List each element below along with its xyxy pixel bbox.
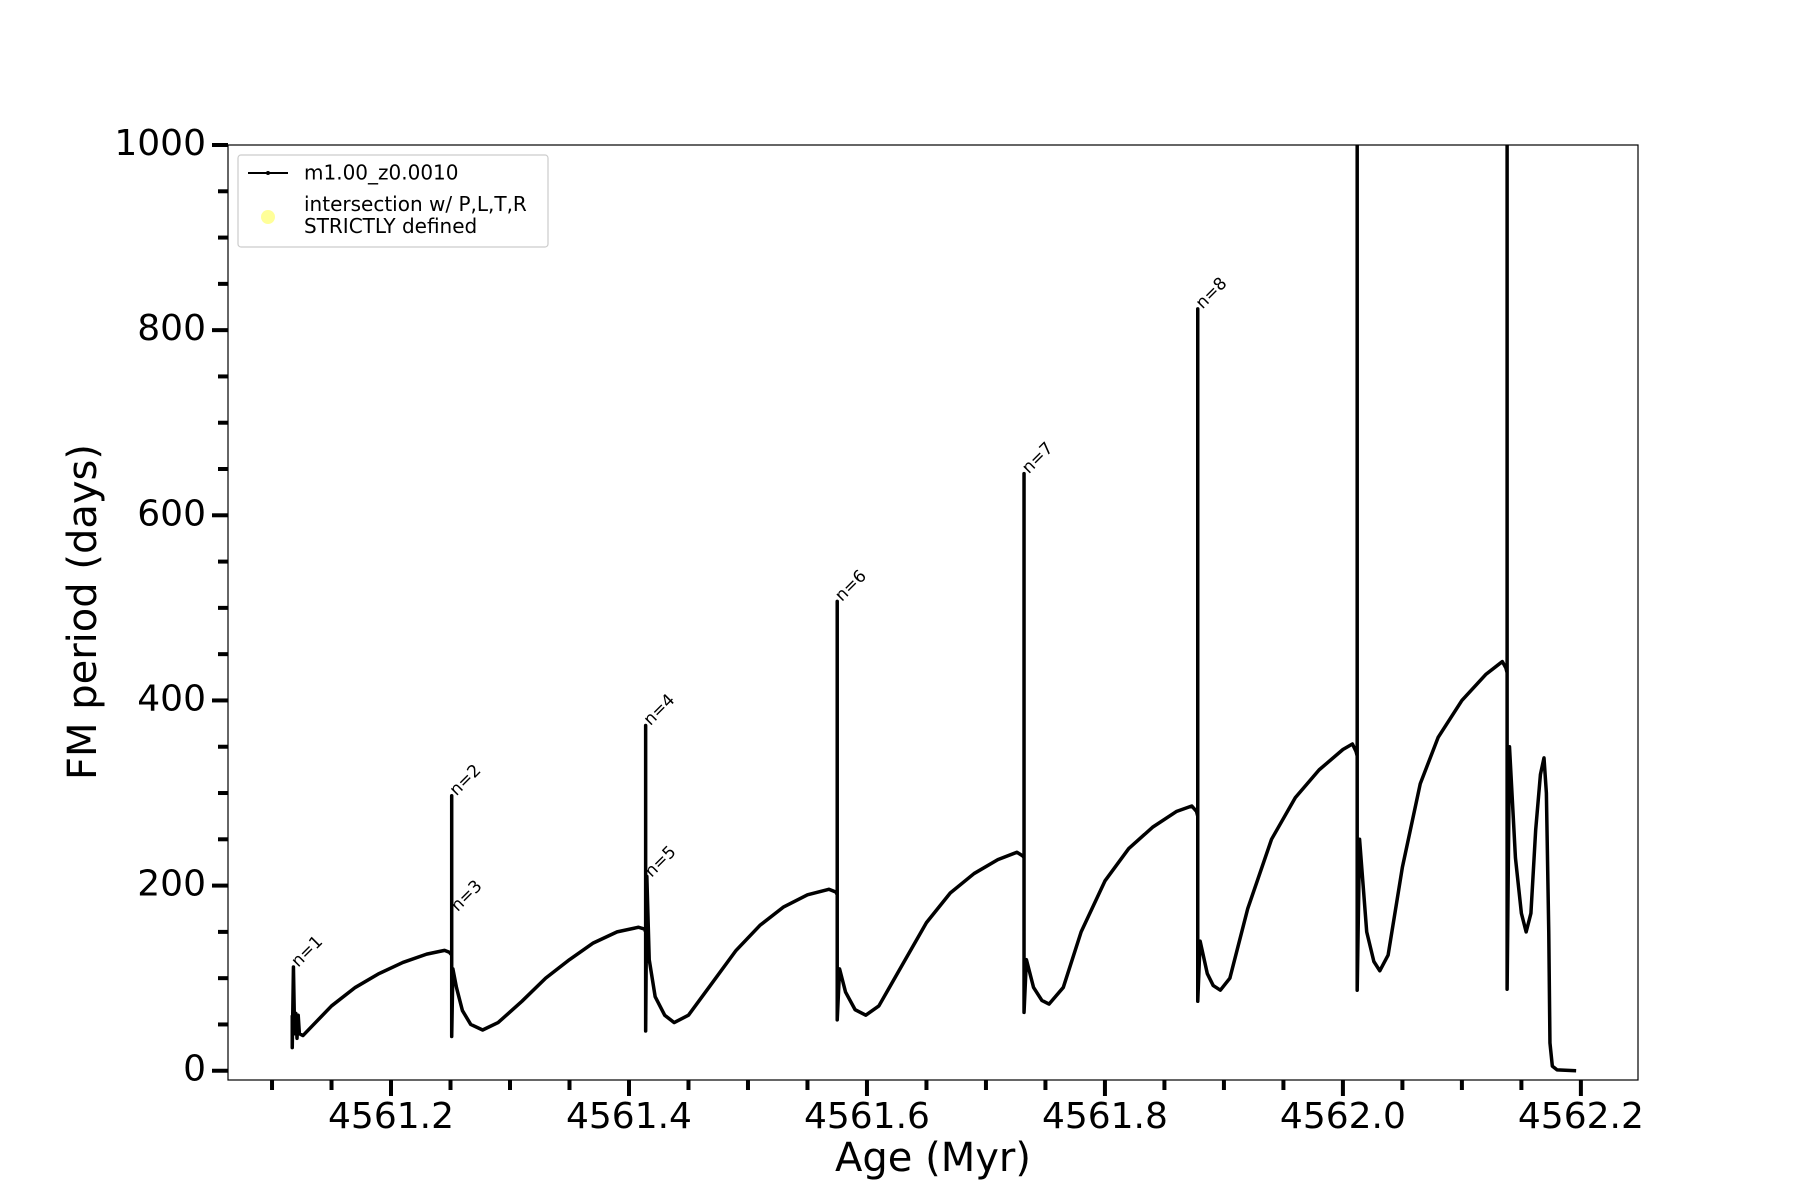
legend-label: m1.00_z0.0010 [304, 161, 459, 185]
legend-label: intersection w/ P,L,T,R STRICTLY defined [304, 192, 527, 238]
y-tick-label: 200 [137, 864, 206, 905]
plot-area [290, 145, 1577, 1073]
x-tick-label: 4561.4 [566, 1096, 692, 1137]
y-tick-label: 800 [137, 308, 206, 349]
y-axis-label: FM period (days) [60, 444, 106, 780]
plot-frame [227, 144, 1639, 1081]
x-tick-label: 4562.0 [1280, 1096, 1406, 1137]
data-line [290, 145, 1577, 1073]
legend-box [237, 154, 549, 248]
legend-marker [261, 210, 275, 224]
legend-dot [266, 171, 270, 175]
x-tick-label: 4561.6 [804, 1096, 930, 1137]
x-tick-label: 4561.8 [1042, 1096, 1168, 1137]
x-tick-label: 4562.2 [1518, 1096, 1644, 1137]
y-tick-label: 600 [137, 493, 206, 534]
y-tick-label: 0 [183, 1049, 206, 1090]
x-tick-label: 4561.2 [328, 1096, 454, 1137]
y-tick-label: 1000 [114, 123, 206, 164]
x-axis-label: Age (Myr) [835, 1135, 1031, 1181]
y-tick-label: 400 [137, 678, 206, 719]
